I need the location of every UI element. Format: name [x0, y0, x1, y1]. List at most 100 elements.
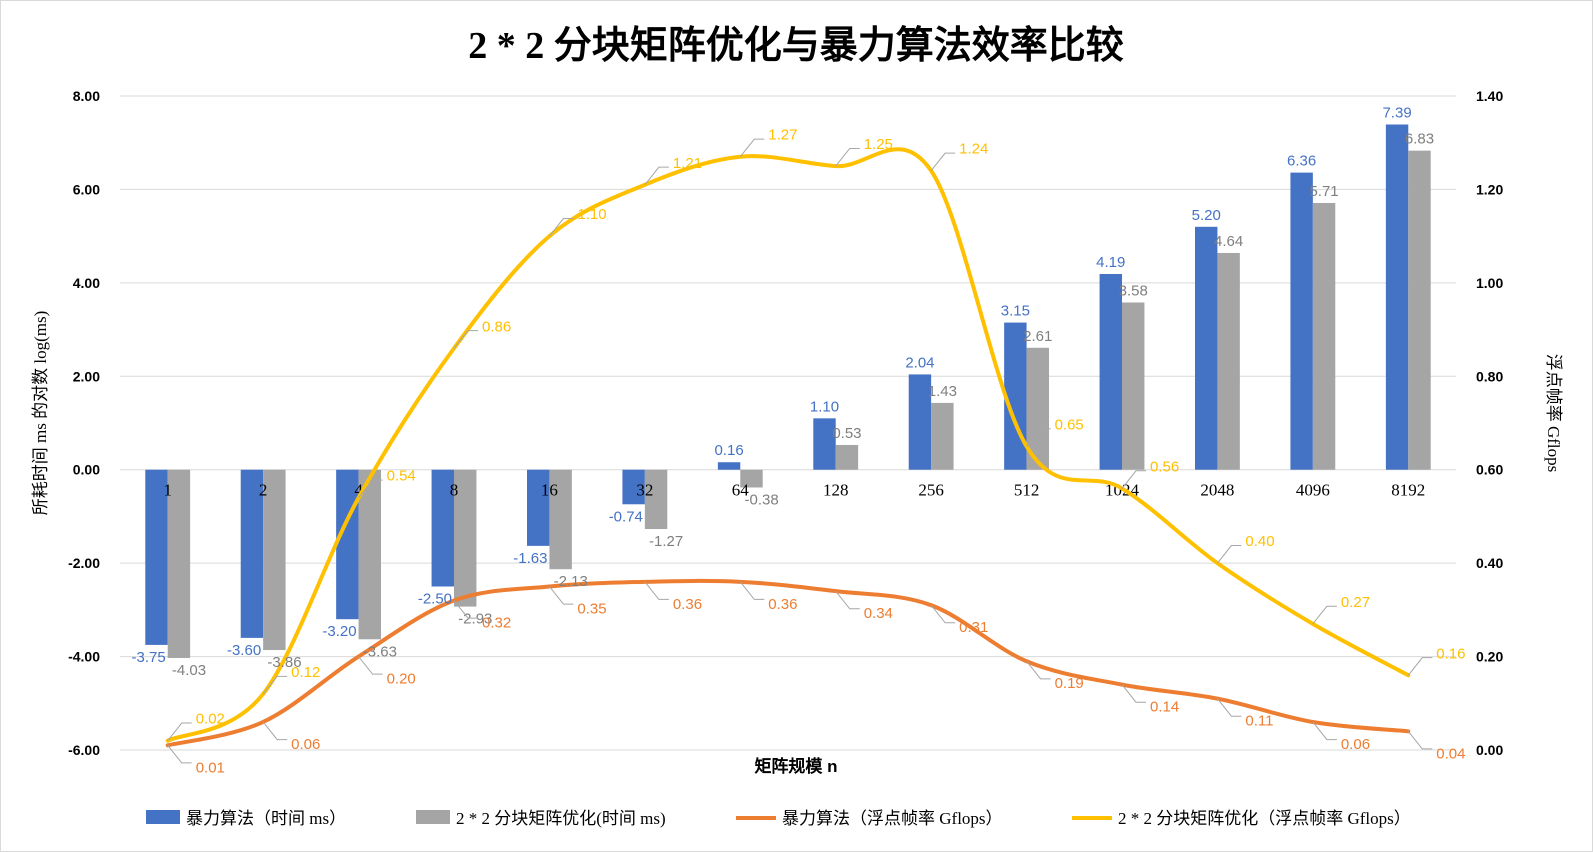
line-data-label: 0.36: [768, 596, 797, 613]
bar-data-label: -0.38: [744, 491, 778, 508]
leader-line: [453, 330, 478, 349]
leader-line: [1121, 684, 1146, 703]
line-data-label: 0.65: [1055, 416, 1084, 433]
leader-line: [835, 590, 860, 610]
bar-data-label: -4.03: [172, 662, 206, 679]
right-axis-ticks: 0.00 0.20 0.40 0.60 0.80 1.00 1.20 1.40: [1476, 88, 1503, 758]
line-data-label: 0.56: [1150, 458, 1179, 475]
line-data-label: 0.31: [959, 619, 988, 636]
bar-data-label: 5.71: [1309, 183, 1338, 200]
line-data-label: 1.25: [864, 136, 893, 153]
leader-line: [835, 147, 860, 167]
bar-block-time: [931, 402, 954, 470]
bar-brute-time: [145, 469, 168, 645]
bar-data-label: 2.61: [1023, 328, 1052, 345]
right-tick-label: 0.60: [1476, 462, 1503, 478]
bar-data-label: -3.20: [322, 623, 356, 640]
bar-data-label: -1.27: [649, 533, 683, 550]
line-data-label: 0.36: [673, 596, 702, 613]
bar-data-label: 3.58: [1119, 282, 1148, 299]
category-label: 128: [823, 481, 849, 500]
leader-line: [167, 745, 192, 764]
category-label: 64: [732, 481, 750, 500]
bar-data-label: -2.93: [458, 611, 492, 628]
right-tick-label: 1.20: [1476, 181, 1503, 197]
right-tick-label: 0.00: [1476, 742, 1503, 758]
leader-line: [1312, 721, 1337, 741]
data-labels: -3.75 -3.60 -3.20 -2.50 -1.63 -0.74 0.16 1.10 2.…: [132, 104, 1466, 776]
bar-brute-time: [527, 469, 550, 546]
leader-line: [453, 600, 478, 619]
line-data-label: 0.27: [1341, 594, 1370, 611]
leader-line: [549, 218, 574, 237]
bar-brute-time: [1385, 124, 1409, 470]
line-data-label: 0.11: [1245, 713, 1273, 730]
leader-line: [1026, 660, 1051, 680]
legend-label: 2 * 2 分块矩阵优化(时间 ms): [456, 809, 666, 828]
leader-line: [262, 675, 288, 695]
leader-line: [167, 722, 192, 741]
chart-title: 2 * 2 分块矩阵优化与暴力算法效率比较: [468, 25, 1124, 67]
right-tick-label: 1.00: [1476, 275, 1503, 291]
line-data-label: 0.54: [387, 468, 416, 485]
legend-label: 暴力算法（浮点帧率 Gflops）: [782, 809, 1003, 828]
line-data-label: 0.19: [1055, 675, 1084, 692]
bar-data-label: 4.64: [1214, 233, 1243, 250]
right-tick-label: 0.80: [1476, 368, 1503, 384]
leader-line: [1121, 470, 1146, 489]
legend-swatch: [416, 810, 450, 824]
leader-line: [1217, 698, 1242, 717]
category-label: 2: [259, 481, 268, 500]
left-tick-label: 2.00: [73, 368, 100, 384]
legend-label: 2 * 2 分块矩阵优化（浮点帧率 Gflops）: [1118, 809, 1411, 828]
bar-brute-time: [622, 469, 645, 505]
bar-brute-time: [1195, 226, 1218, 470]
bar-data-label: 6.83: [1405, 131, 1434, 148]
line-data-label: 1.27: [768, 127, 797, 144]
leader-line: [262, 721, 288, 741]
bar-data-label: -3.75: [132, 649, 166, 666]
bar-data-label: -3.60: [227, 642, 261, 659]
leader-line: [930, 152, 956, 172]
leader-line: [1312, 605, 1337, 625]
leader-line: [1407, 657, 1433, 676]
line-data-label: 0.86: [482, 318, 511, 335]
left-tick-label: 8.00: [73, 88, 100, 104]
leader-line: [739, 138, 765, 158]
leader-line: [739, 581, 765, 600]
bar-block-time: [1312, 202, 1336, 470]
bar-block-time: [1122, 302, 1145, 470]
bar-block-time: [358, 469, 381, 640]
bar-block-time: [1408, 150, 1431, 470]
bar-data-label: 3.15: [1001, 303, 1030, 320]
bar-data-label: -0.74: [609, 508, 643, 525]
left-axis-ticks: -6.00 -4.00 -2.00 0.00 2.00 4.00 6.00 8.00: [68, 88, 100, 758]
bar-block-time: [167, 469, 191, 658]
line-brute-gflops: [165, 578, 1411, 748]
leader-line: [358, 479, 383, 499]
bar-data-label: 5.20: [1192, 207, 1221, 224]
bar-data-label: 0.16: [714, 442, 743, 459]
bar-brute-time: [240, 469, 264, 638]
category-label: 4: [354, 481, 363, 500]
line-data-label: 1.24: [959, 141, 988, 158]
y2-axis-title: 浮点帧率 Gflops: [1544, 354, 1563, 473]
left-tick-label: -6.00: [68, 742, 100, 758]
left-tick-label: -4.00: [68, 649, 100, 665]
category-label: 32: [636, 481, 653, 500]
bar-data-label: 1.10: [810, 398, 839, 415]
leader-line: [358, 656, 383, 675]
bar-brute-time: [908, 374, 932, 470]
line-data-label: 0.04: [1436, 745, 1465, 762]
left-tick-label: 4.00: [73, 275, 100, 291]
category-label: 1: [163, 481, 172, 500]
bar-data-label: -2.50: [418, 591, 452, 608]
legend: 暴力算法（时间 ms） 2 * 2 分块矩阵优化(时间 ms) 暴力算法（浮点帧率 …: [146, 809, 1411, 828]
bar-data-label: 0.53: [832, 425, 861, 442]
bar-data-label: 1.43: [928, 383, 957, 400]
line-data-label: 1.21: [673, 155, 702, 172]
line-data-label: 0.14: [1150, 699, 1179, 716]
left-tick-label: 0.00: [73, 462, 100, 478]
